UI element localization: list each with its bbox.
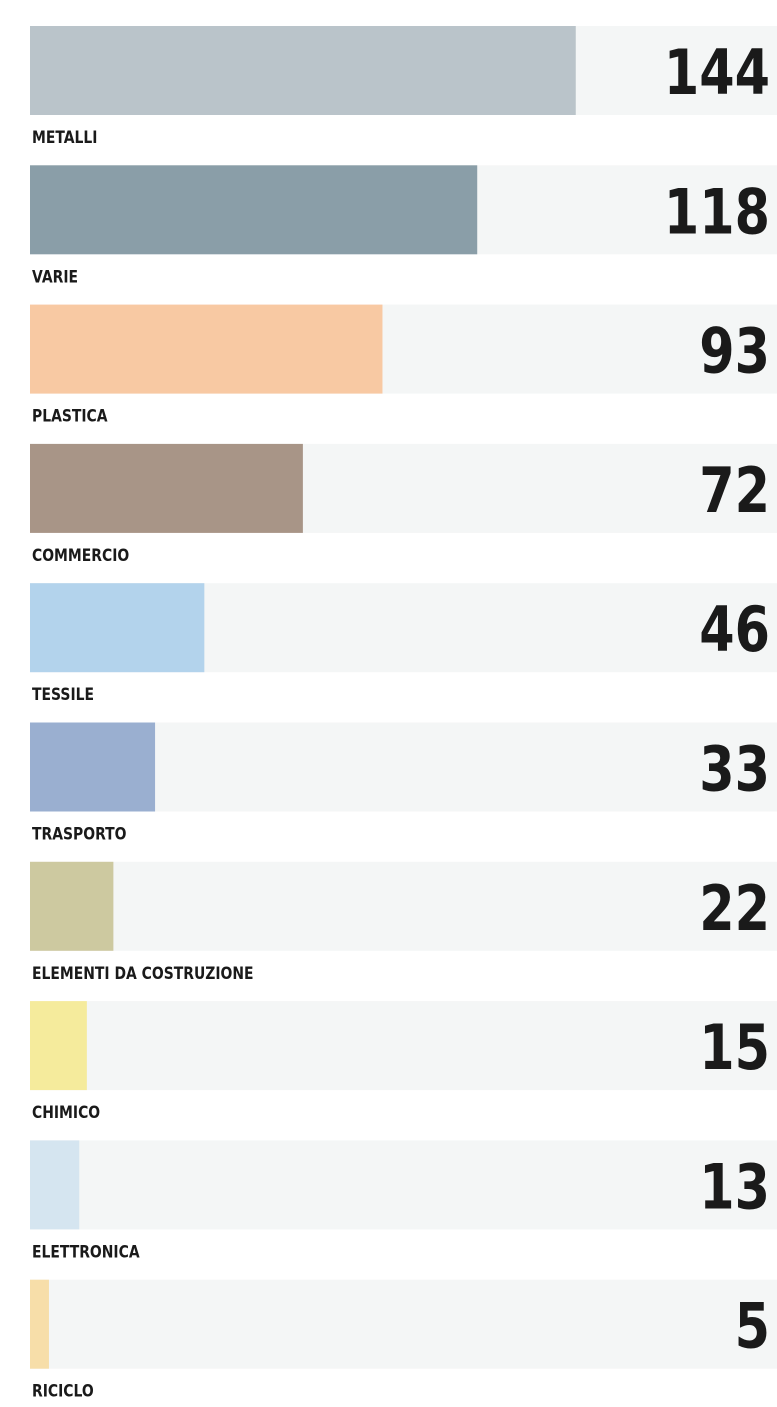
category-label: ELEMENTI DA COSTRUZIONE — [32, 963, 254, 983]
value-label: 5 — [735, 1291, 770, 1363]
value-label: 72 — [699, 455, 770, 527]
value-label: 46 — [699, 594, 770, 666]
bar — [30, 1001, 87, 1091]
bar — [30, 443, 303, 533]
value-label: 13 — [699, 1152, 770, 1224]
bar — [30, 1279, 49, 1369]
category-label: METALLI — [32, 128, 98, 148]
value-label: 22 — [699, 873, 770, 945]
value-label: 118 — [664, 176, 770, 248]
bar-track — [30, 1279, 777, 1369]
category-label: ELETTRONICA — [32, 1242, 140, 1262]
bar — [30, 861, 114, 951]
value-label: 93 — [699, 316, 770, 388]
value-label: 15 — [699, 1012, 770, 1084]
category-label: PLASTICA — [32, 406, 108, 426]
bar — [30, 304, 383, 394]
category-label: COMMERCIO — [32, 546, 129, 566]
category-label: TESSILE — [32, 685, 94, 705]
bar — [30, 583, 205, 673]
category-label: VARIE — [32, 267, 78, 287]
value-label: 144 — [664, 37, 770, 109]
value-label: 33 — [699, 734, 770, 806]
bar-track — [30, 1001, 777, 1091]
bar — [30, 722, 156, 812]
bar-track — [30, 1140, 777, 1230]
bar-track — [30, 861, 777, 951]
category-label: RICICLO — [32, 1381, 94, 1401]
bar — [30, 1140, 80, 1230]
bar — [30, 165, 478, 255]
category-label: TRASPORTO — [32, 824, 127, 844]
category-label: CHIMICO — [32, 1103, 100, 1123]
bar — [30, 26, 576, 115]
